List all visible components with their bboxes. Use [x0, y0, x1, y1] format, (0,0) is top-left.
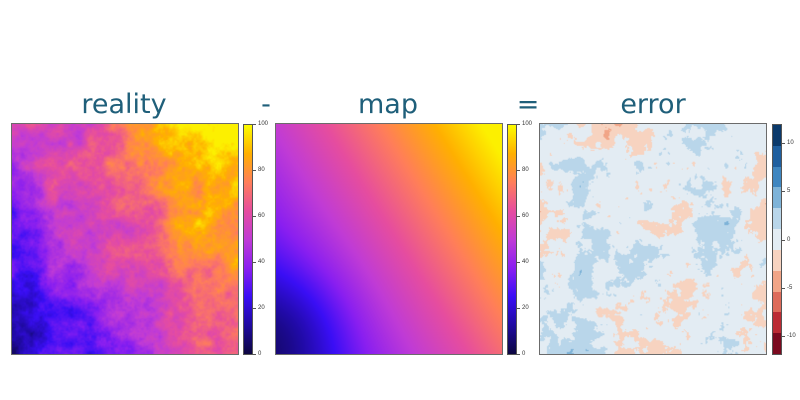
error-title: error [620, 89, 686, 120]
error-colorbar-band [773, 249, 781, 271]
colorbar-tick-mark [782, 240, 785, 241]
colorbar-tick-label: 100 [522, 121, 533, 127]
reality-colorbar-gradient [244, 125, 252, 354]
colorbar-tick-mark [517, 262, 520, 263]
colorbar-tick-mark [253, 308, 256, 309]
error-raster-image [540, 124, 766, 354]
colorbar-tick-label: 0 [258, 351, 262, 357]
reality-title: reality [81, 89, 167, 120]
reality-colorbar [243, 124, 253, 355]
colorbar-tick-label: 20 [522, 305, 529, 311]
colorbar-tick-label: 10 [787, 140, 794, 146]
colorbar-tick-mark [782, 336, 785, 337]
colorbar-tick-mark [517, 170, 520, 171]
colorbar-tick-label: 20 [258, 305, 265, 311]
colorbar-tick-mark [253, 262, 256, 263]
colorbar-tick-label: 0 [787, 237, 791, 243]
map-colorbar-gradient [508, 125, 516, 354]
colorbar-tick-label: 80 [258, 167, 265, 173]
colorbar-tick-mark [782, 288, 785, 289]
colorbar-tick-mark [517, 216, 520, 217]
colorbar-tick-mark [517, 308, 520, 309]
reality-raster [11, 123, 239, 355]
error-colorbar-band [773, 333, 781, 354]
error-colorbar-band [773, 125, 781, 146]
reality-raster-image [12, 124, 238, 354]
colorbar-tick-label: 40 [522, 259, 529, 265]
error-colorbar-bands [773, 125, 781, 354]
colorbar-tick-mark [253, 354, 256, 355]
error-colorbar-band [773, 187, 781, 209]
colorbar-tick-mark [517, 124, 520, 125]
equals-sign: = [516, 89, 540, 120]
colorbar-tick-label: 5 [787, 188, 791, 194]
error-raster [539, 123, 767, 355]
error-colorbar-band [773, 145, 781, 167]
colorbar-tick-label: 60 [522, 213, 529, 219]
map-raster-image [276, 124, 502, 354]
error-colorbar-band [773, 229, 781, 250]
colorbar-tick-mark [253, 216, 256, 217]
error-colorbar-band [773, 291, 781, 313]
map-raster [275, 123, 503, 355]
colorbar-tick-mark [782, 191, 785, 192]
colorbar-tick-label: 0 [522, 351, 526, 357]
minus-sign: - [261, 89, 271, 120]
map-colorbar [507, 124, 517, 355]
colorbar-tick-label: -10 [787, 333, 796, 339]
colorbar-tick-mark [782, 143, 785, 144]
colorbar-tick-mark [253, 124, 256, 125]
colorbar-tick-label: -5 [787, 285, 793, 291]
colorbar-tick-label: 60 [258, 213, 265, 219]
error-colorbar-band [773, 208, 781, 230]
colorbar-tick-mark [253, 170, 256, 171]
error-colorbar-band [773, 312, 781, 334]
colorbar-tick-label: 100 [258, 121, 269, 127]
error-colorbar-band [773, 270, 781, 292]
colorbar-tick-mark [517, 354, 520, 355]
error-colorbar-band [773, 166, 781, 188]
map-title: map [358, 89, 418, 120]
error-colorbar [772, 124, 782, 355]
colorbar-tick-label: 40 [258, 259, 265, 265]
colorbar-tick-label: 80 [522, 167, 529, 173]
